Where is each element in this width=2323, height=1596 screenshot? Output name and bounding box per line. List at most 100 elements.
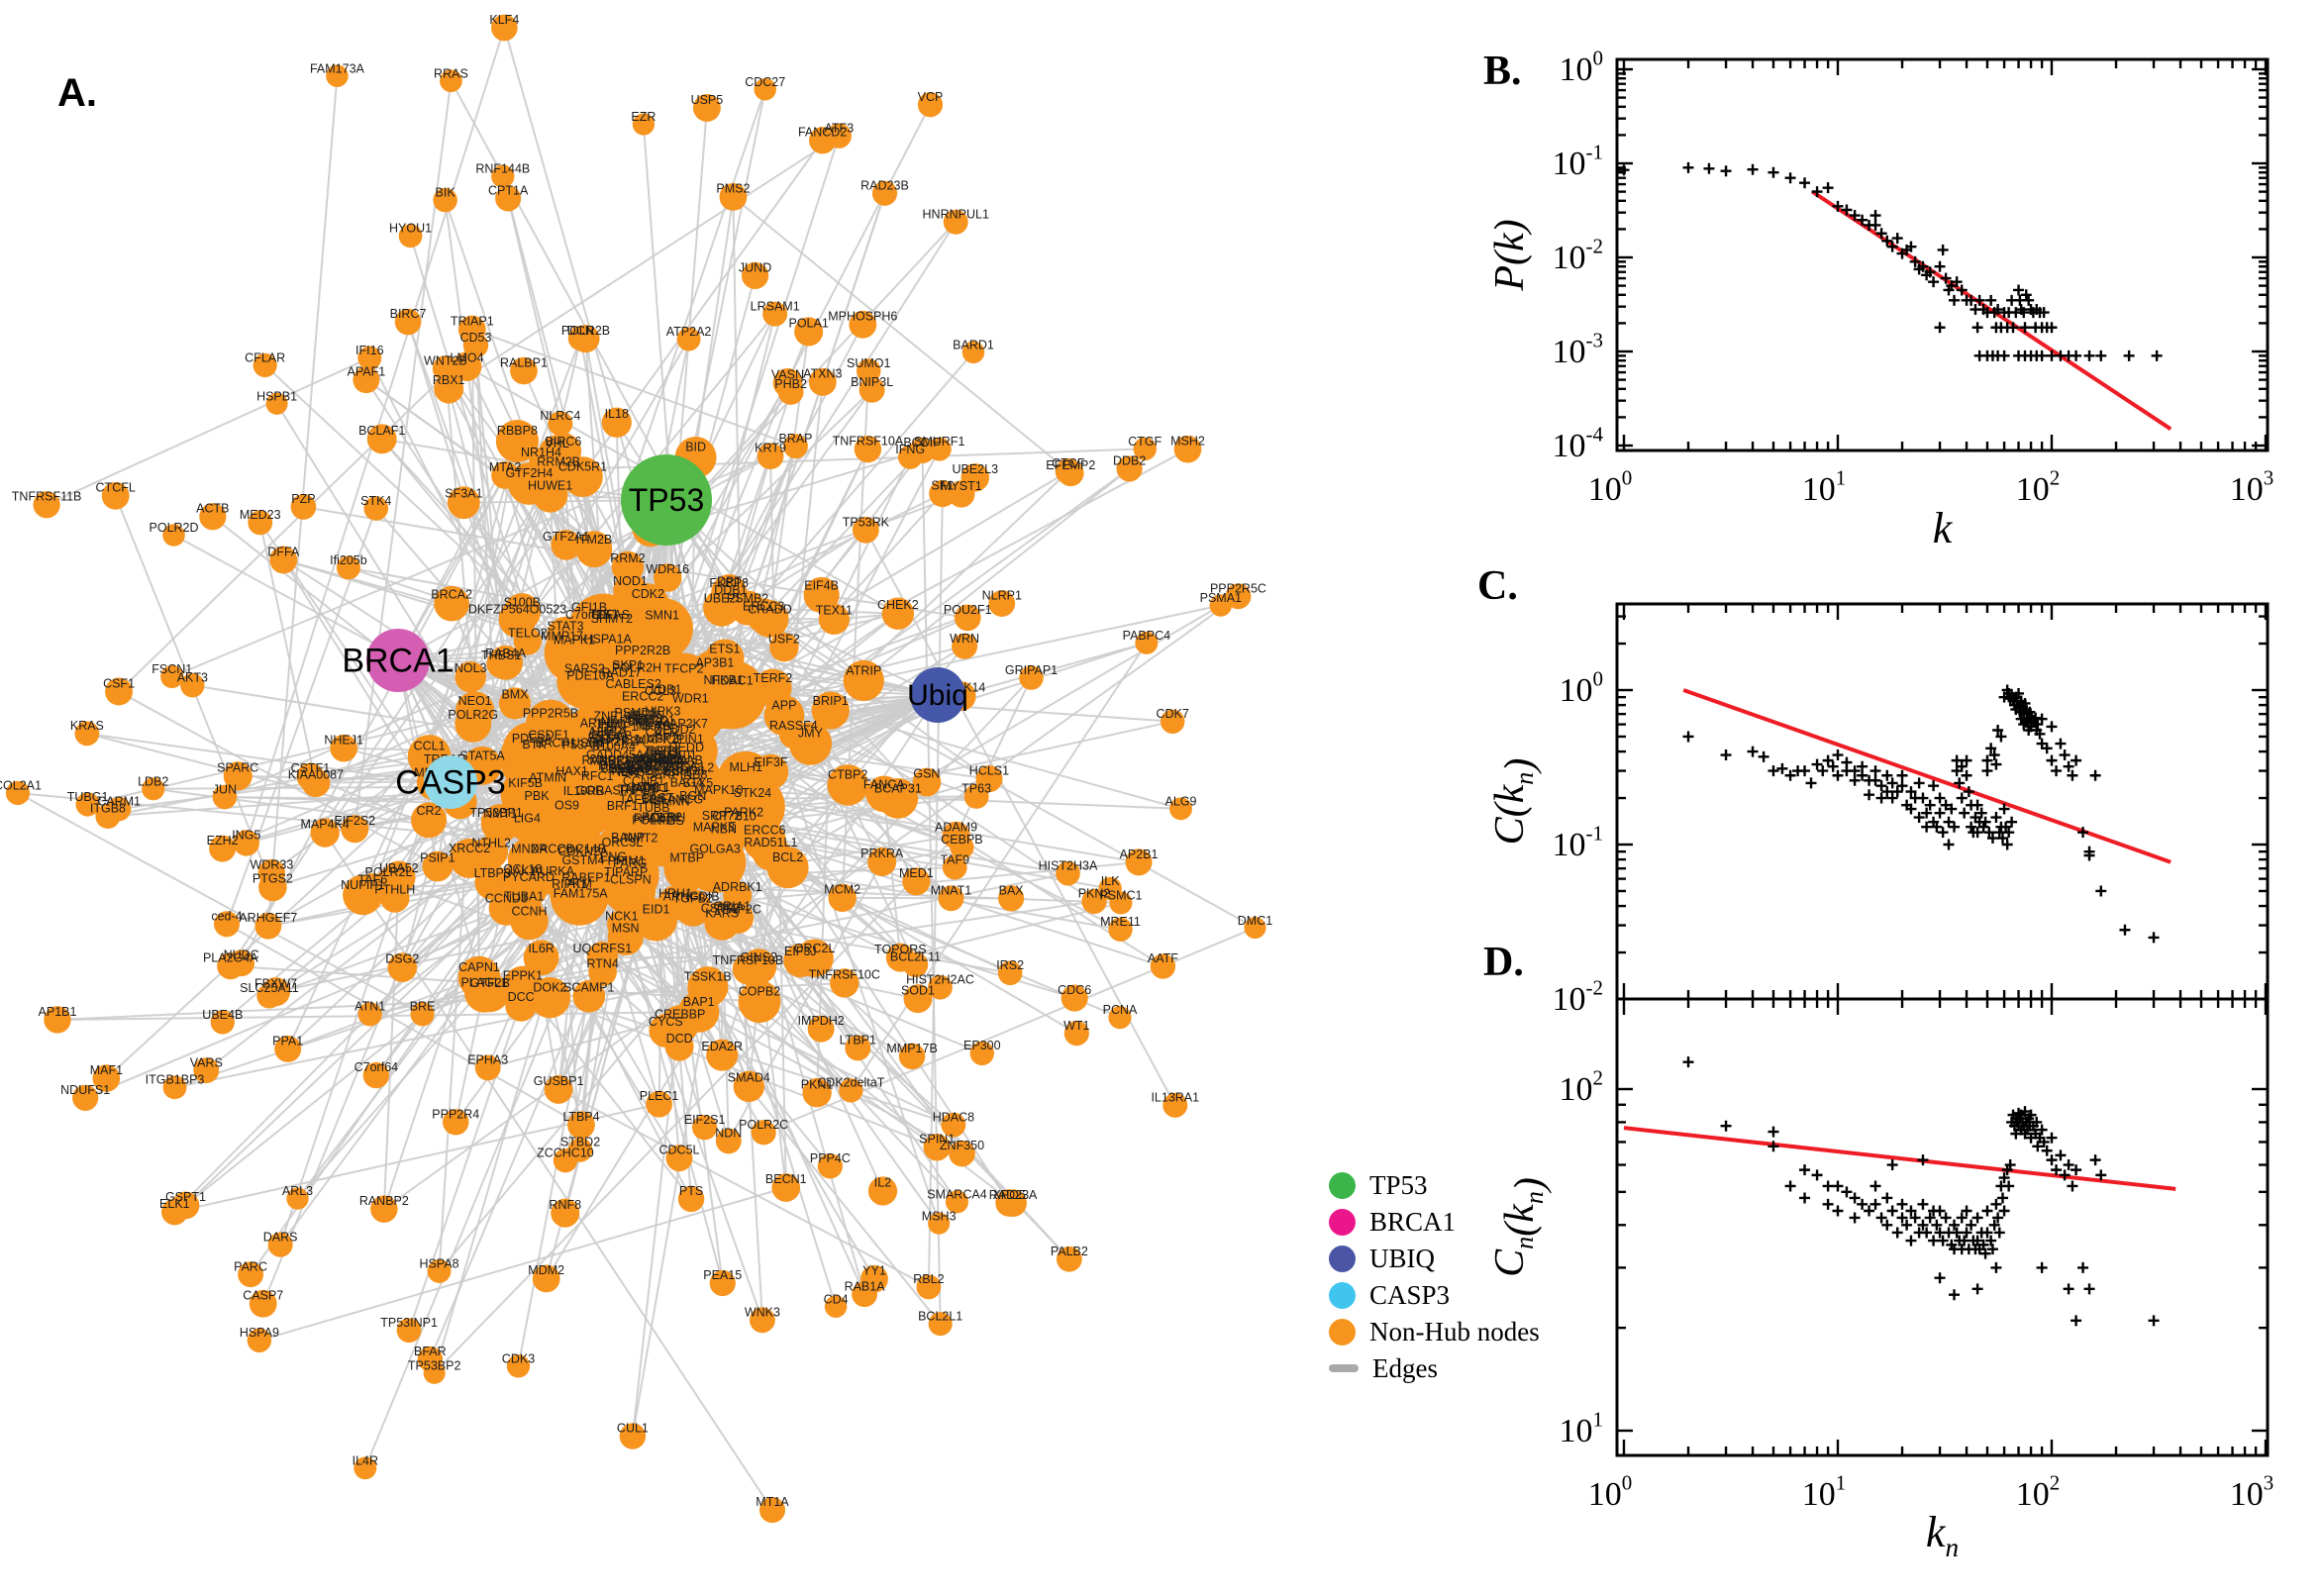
node-label: POLR2I — [642, 811, 685, 825]
node-label: TSSK1B — [684, 970, 732, 984]
network-node — [214, 911, 241, 938]
node-label: PPP2R2A — [589, 735, 646, 748]
network-node — [877, 777, 919, 819]
node-label: RNF8 — [549, 1198, 581, 1212]
node-label: STK24 — [734, 786, 771, 800]
node-label: EGR1 — [646, 745, 679, 758]
node-label: PALB2 — [1051, 1245, 1088, 1258]
network-node — [783, 434, 808, 459]
node-label: HMGB2 — [637, 753, 681, 767]
node-label: S100B — [503, 595, 541, 609]
node-label: BCL2L1 — [918, 1310, 962, 1324]
node-label: RANBP1 — [581, 753, 631, 767]
node-label: MED23 — [240, 508, 281, 522]
hub-node-ubiq — [910, 667, 965, 723]
network-node — [817, 1153, 843, 1179]
node-label: LTBP3 — [474, 866, 511, 880]
node-label: IRS2 — [996, 958, 1024, 972]
node-label: LDB2 — [138, 774, 168, 788]
node-label: PYCARD — [503, 870, 555, 884]
network-node — [326, 64, 349, 87]
node-label: MTHFD1 — [636, 753, 686, 767]
network-node — [209, 835, 237, 862]
node-label: BCL2L10 — [600, 758, 652, 772]
node-label: ATRIP — [846, 663, 881, 677]
node-label: HIF1A — [591, 725, 627, 739]
node-label: RELA — [610, 761, 643, 775]
node-label: LRSAM1 — [751, 299, 800, 313]
node-label: SERPINB8 — [647, 767, 708, 781]
network-node — [551, 530, 581, 560]
node-label: PABPC4 — [1123, 629, 1170, 643]
network-node — [480, 804, 520, 844]
network-node — [757, 443, 784, 470]
node-label: PPA1 — [272, 1034, 303, 1047]
node-label: FSCN1 — [152, 662, 192, 676]
node-label: POLR2L — [365, 865, 413, 879]
node-label: MAPK1 — [554, 634, 595, 648]
network-node — [1060, 984, 1088, 1012]
network-node — [843, 659, 884, 702]
node-label: NTHL2 — [471, 836, 511, 849]
node-label: ATN1 — [354, 1000, 385, 1014]
axis-title: C(kn) — [1487, 758, 1543, 846]
network-node — [290, 494, 317, 520]
node-label: MT1A — [756, 1495, 789, 1509]
node-label: HIST2H2AC — [906, 973, 974, 987]
node-label: CCND3 — [485, 892, 528, 906]
network-node — [975, 765, 1003, 793]
node-label: PSMB2 — [727, 592, 768, 606]
network-node — [751, 1120, 776, 1146]
node-label: NEO1 — [458, 694, 492, 708]
network-node — [733, 1070, 765, 1103]
node-label: GTF2H4 — [505, 466, 553, 480]
node-label: LTBP1 — [840, 1034, 876, 1047]
network-node — [942, 854, 967, 880]
network-node — [199, 503, 227, 531]
network-node — [722, 902, 755, 934]
network-node — [824, 1295, 848, 1318]
node-label: UBE2N — [624, 708, 665, 722]
node-label: PRKRA — [860, 847, 904, 860]
node-label: CDKN2A — [557, 845, 608, 858]
hub-nodes: TP53 BRCA1 Ubiq CASP3 — [342, 454, 968, 809]
node-label: MAPK3 — [693, 820, 735, 834]
node-label: KRT9 — [755, 442, 786, 455]
network-node — [238, 1261, 264, 1288]
network-node — [440, 69, 462, 93]
node-label: MAPK10 — [694, 783, 743, 797]
node-label: CDC5L — [658, 1144, 699, 1157]
node-label: NUCB2 — [598, 753, 640, 767]
network-node — [447, 486, 480, 520]
network-node — [691, 1115, 718, 1141]
legend-item-edges: Edges — [1329, 1353, 1540, 1383]
network-node — [105, 677, 134, 706]
node-label: IL10RB — [563, 784, 605, 798]
node-label: NFKB1 — [703, 673, 743, 687]
node-label: STAT5A — [459, 749, 505, 763]
node-label: PCNA — [1103, 1003, 1138, 1017]
network-node — [506, 1354, 531, 1378]
node-label: HRAS — [629, 712, 663, 726]
tick-label: 103 — [2230, 466, 2274, 508]
node-label: PPP2R2B — [615, 644, 670, 657]
node-label: MMP17B — [886, 1042, 937, 1055]
node-label: JUND — [739, 260, 771, 274]
node-label: FN1 — [618, 764, 642, 778]
node-label: UQCRFS1 — [572, 942, 632, 955]
tick-label: 10-2 — [1553, 235, 1604, 276]
node-label: USP2 — [647, 732, 679, 746]
node-label: CYCS — [649, 1015, 683, 1029]
node-label: BARD1 — [953, 338, 994, 351]
network-node — [286, 1187, 309, 1210]
network-node — [938, 885, 964, 912]
node-label: RNF144B — [475, 162, 530, 176]
network-node — [1057, 459, 1084, 487]
plot-frame — [1615, 57, 2270, 452]
node-label: NRAS — [636, 719, 670, 733]
node-label: FBXW7 — [254, 976, 297, 990]
node-label: ATF3 — [825, 121, 855, 135]
network-node — [715, 1128, 742, 1154]
